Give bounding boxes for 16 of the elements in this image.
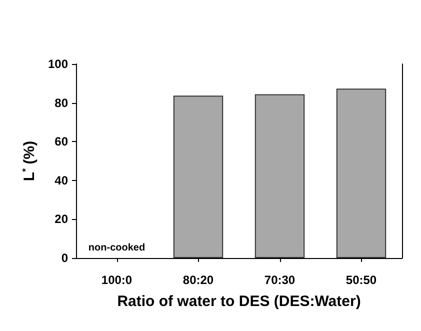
y-tick-label: 80 — [54, 96, 68, 110]
y-tick-label: 100 — [48, 57, 68, 71]
x-tick-label: 70:30 — [264, 273, 296, 287]
y-tick-label: 40 — [54, 173, 68, 188]
y-tick-label: 60 — [54, 134, 68, 149]
bar — [336, 88, 386, 258]
x-tick-label: 80:20 — [182, 273, 214, 287]
y-tick-label: 0 — [61, 251, 68, 265]
bar — [254, 94, 305, 258]
x-tick-label: 100:0 — [101, 273, 132, 287]
x-tick-label: 50:50 — [346, 273, 377, 287]
x-axis-title: Ratio of water to DES (DES:Water) — [117, 293, 361, 310]
bar — [173, 96, 224, 258]
annotation: non-cooked — [88, 242, 146, 254]
y-tick-label: 20 — [54, 212, 68, 226]
y-axis-title: L* (%) — [20, 140, 38, 182]
